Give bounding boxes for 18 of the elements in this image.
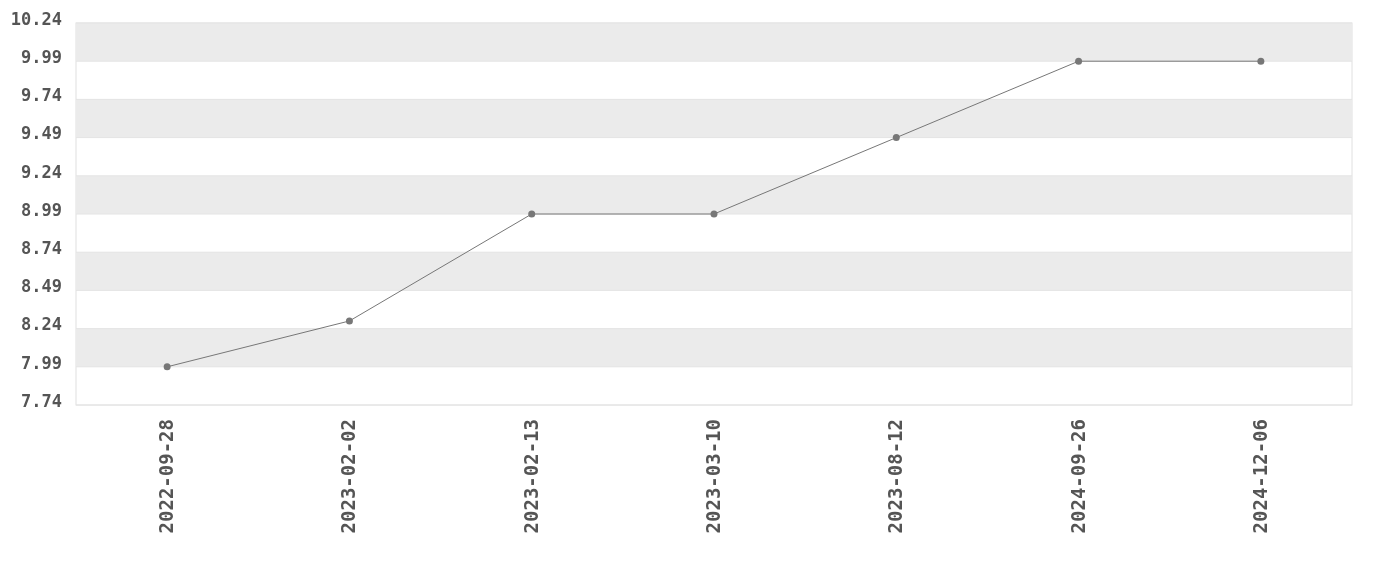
x-tick-label: 2023-02-02 <box>337 419 360 534</box>
y-tick-label: 7.99 <box>21 352 62 373</box>
y-tick-label: 9.74 <box>21 85 62 106</box>
y-tick-label: 8.74 <box>21 237 62 258</box>
x-tick-label: 2023-08-12 <box>884 419 907 534</box>
y-tick-label: 8.24 <box>21 314 62 335</box>
x-tick-label: 2023-02-13 <box>519 419 542 534</box>
x-tick-label: 2024-09-26 <box>1066 419 1089 534</box>
x-tick-label: 2023-03-10 <box>702 419 724 534</box>
y-tick-label: 10.24 <box>10 8 62 29</box>
y-tick-label: 9.49 <box>21 123 62 144</box>
y-tick-label: 7.74 <box>21 390 62 411</box>
y-tick-label: 9.99 <box>21 46 62 67</box>
y-tick-label: 9.24 <box>21 161 62 182</box>
y-tick-label: 8.49 <box>21 276 62 297</box>
x-tick-label: 2024-12-06 <box>1248 419 1271 534</box>
y-tick-label: 8.99 <box>21 199 62 220</box>
x-tick-label: 2022-09-28 <box>155 419 178 534</box>
